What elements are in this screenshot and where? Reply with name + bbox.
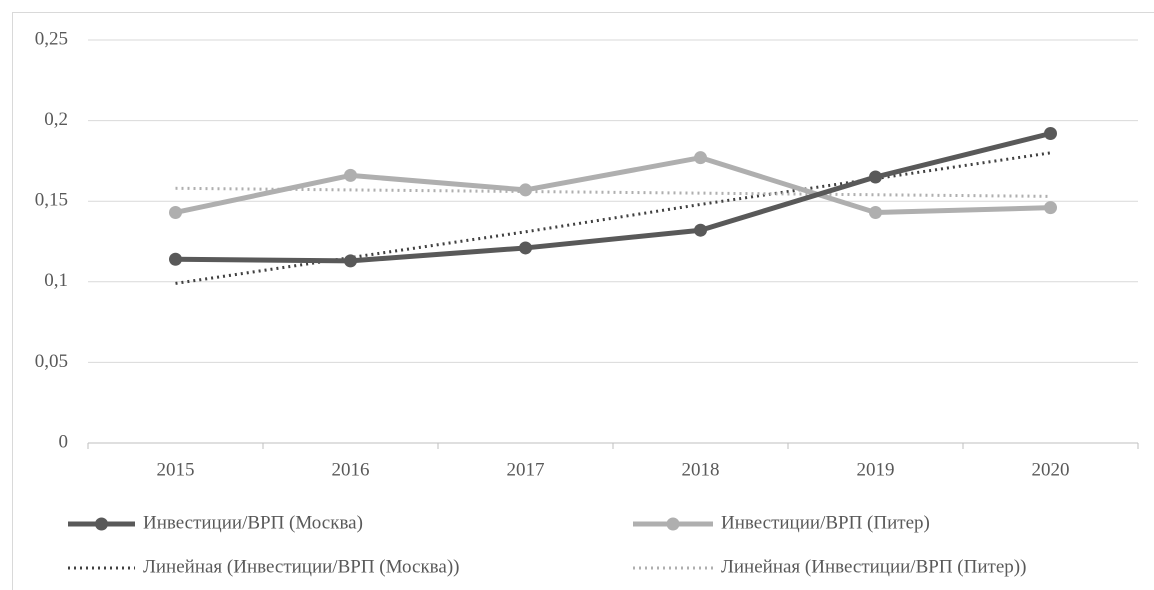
data-point [169,205,182,219]
chart-frame [12,12,1154,590]
x-tick-label: 2020 [1032,459,1070,480]
y-tick-label: 0 [59,431,69,452]
data-point [1044,201,1057,215]
x-tick-label: 2018 [682,459,720,480]
x-tick-label: 2016 [332,459,370,480]
series-line [175,131,1052,264]
x-tick-label: 2019 [857,459,895,480]
legend-marker [95,517,108,531]
legend-label: Линейная (Инвестиции/ВРП (Москва)) [143,556,460,577]
data-point [344,168,357,182]
data-point [869,205,882,219]
y-tick-label: 0,1 [44,270,68,291]
legend-label: Инвестиции/ВРП (Питер) [721,512,930,533]
series-line [175,186,1051,198]
series-line [174,155,1051,215]
data-point [344,254,357,268]
data-point [519,241,532,255]
data-point [1044,126,1057,140]
legend-marker [666,517,680,531]
data-point [694,223,707,237]
y-tick-label: 0,05 [35,351,68,372]
data-point [869,170,882,184]
y-tick-label: 0,2 [44,109,68,130]
legend-label: Инвестиции/ВРП (Москва) [143,512,363,533]
y-tick-label: 0,15 [35,190,68,211]
legend-label: Линейная (Инвестиции/ВРП (Питер)) [721,556,1026,577]
x-tick-label: 2015 [157,459,195,480]
y-tick-label: 0,25 [35,28,68,49]
data-point [519,183,532,197]
x-tick-label: 2017 [507,459,545,480]
data-point [169,252,182,266]
data-point [694,151,707,165]
